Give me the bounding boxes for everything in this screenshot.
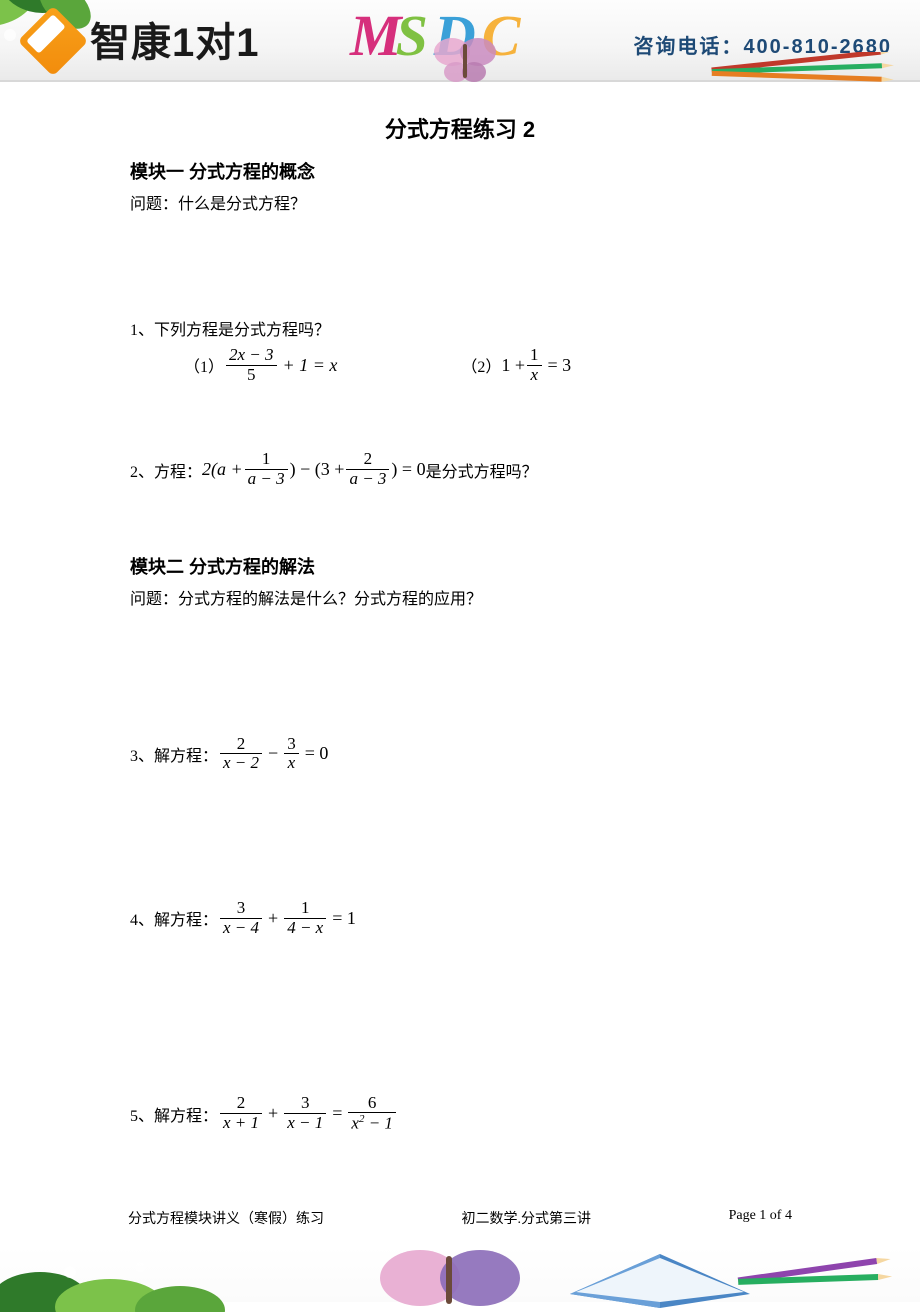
butterfly-icon-bottom <box>360 1238 540 1308</box>
q3-frac1: 2 x − 2 <box>220 735 262 773</box>
q2-frac1: 1 a − 3 <box>245 450 288 488</box>
pencils-decoration <box>702 52 902 86</box>
page-header: 智康1对1 M S D C 咨询电话：400-810-2680 <box>0 0 920 82</box>
q4-op: + <box>268 908 278 929</box>
question-2: 2、方程： 2(a + 1 a − 3 ) − (3 + 2 a − 3 ) =… <box>130 450 790 488</box>
q5-frac3: 6 x2 − 1 <box>348 1094 396 1134</box>
q5-op: + <box>268 1103 278 1124</box>
q1b-tail: = 3 <box>548 355 572 376</box>
msdc-m: M <box>350 2 402 69</box>
butterfly-icon-top <box>430 30 500 90</box>
q3-prefix: 3、解方程： <box>130 742 218 766</box>
q2-frac2: 2 a − 3 <box>346 450 389 488</box>
module1-prompt: 问题：什么是分式方程？ <box>130 190 790 214</box>
q2-lead: 2(a + <box>202 459 243 480</box>
module2-prompt: 问题：分式方程的解法是什么？分式方程的应用？ <box>130 585 790 609</box>
question-4: 4、解方程： 3 x − 4 + 1 4 − x = 1 <box>130 899 790 937</box>
module1-heading: 模块一 分式方程的概念 <box>130 158 790 184</box>
brand-logo: 智康1对1 <box>28 10 260 68</box>
q1-subitems: （1） 2x − 3 5 + 1 = x （2） 1 + 1 x = 3 <box>130 346 790 384</box>
question-3: 3、解方程： 2 x − 2 − 3 x = 0 <box>130 735 790 773</box>
footer-center: 初二数学.分式第三讲 <box>462 1208 592 1228</box>
q5-prefix: 5、解方程： <box>130 1102 218 1126</box>
q5-frac1: 2 x + 1 <box>220 1094 262 1132</box>
q1b-lead: 1 + <box>501 355 525 376</box>
q5-frac2: 3 x − 1 <box>284 1094 326 1132</box>
msdc-s: S <box>396 2 428 69</box>
q1-text: 1、下列方程是分式方程吗？ <box>130 316 330 340</box>
q2-mid: ) − (3 + <box>290 459 345 480</box>
q3-frac2: 3 x <box>284 735 299 773</box>
page-footer: 分式方程模块讲义（寒假）练习 初二数学.分式第三讲 Page 1 of 4 <box>128 1208 792 1228</box>
q3-tail: = 0 <box>305 743 329 764</box>
question-1: 1、下列方程是分式方程吗？ <box>130 316 790 340</box>
q4-frac1: 3 x − 4 <box>220 899 262 937</box>
brand-logo-icon <box>18 6 89 77</box>
q4-frac2: 1 4 − x <box>284 899 326 937</box>
q1a-fraction: 2x − 3 5 <box>226 346 277 384</box>
pencil-bottom-icon <box>730 1254 910 1294</box>
q1b-fraction: 1 x <box>527 346 542 384</box>
bottom-decoration <box>0 1246 920 1302</box>
footer-right: Page 1 of 4 <box>729 1208 792 1228</box>
q2-tail: ) = 0 <box>391 459 425 480</box>
question-5: 5、解方程： 2 x + 1 + 3 x − 1 = 6 x2 − 1 <box>130 1094 790 1134</box>
doc-title: 分式方程练习 2 <box>130 112 790 144</box>
q1-sub2: （2） 1 + 1 x = 3 <box>461 346 575 384</box>
footer-left: 分式方程模块讲义（寒假）练习 <box>128 1208 324 1228</box>
q2-prefix: 2、方程： <box>130 458 202 482</box>
q1-sub1: （1） 2x − 3 5 + 1 = x <box>184 346 341 384</box>
q1-sub1-label: （1） <box>184 353 224 377</box>
q1a-tail: + 1 = x <box>283 355 338 376</box>
q3-op: − <box>268 743 278 764</box>
q5-mid: = <box>332 1103 342 1124</box>
q2-suffix: 是分式方程吗？ <box>426 458 538 482</box>
page-content: 分式方程练习 2 模块一 分式方程的概念 问题：什么是分式方程？ 1、下列方程是… <box>0 82 920 1246</box>
brand-logo-text: 智康1对1 <box>90 10 260 68</box>
q4-tail: = 1 <box>332 908 356 929</box>
module2-heading: 模块二 分式方程的解法 <box>130 553 790 579</box>
q1-sub2-label: （2） <box>461 353 501 377</box>
q4-prefix: 4、解方程： <box>130 906 218 930</box>
